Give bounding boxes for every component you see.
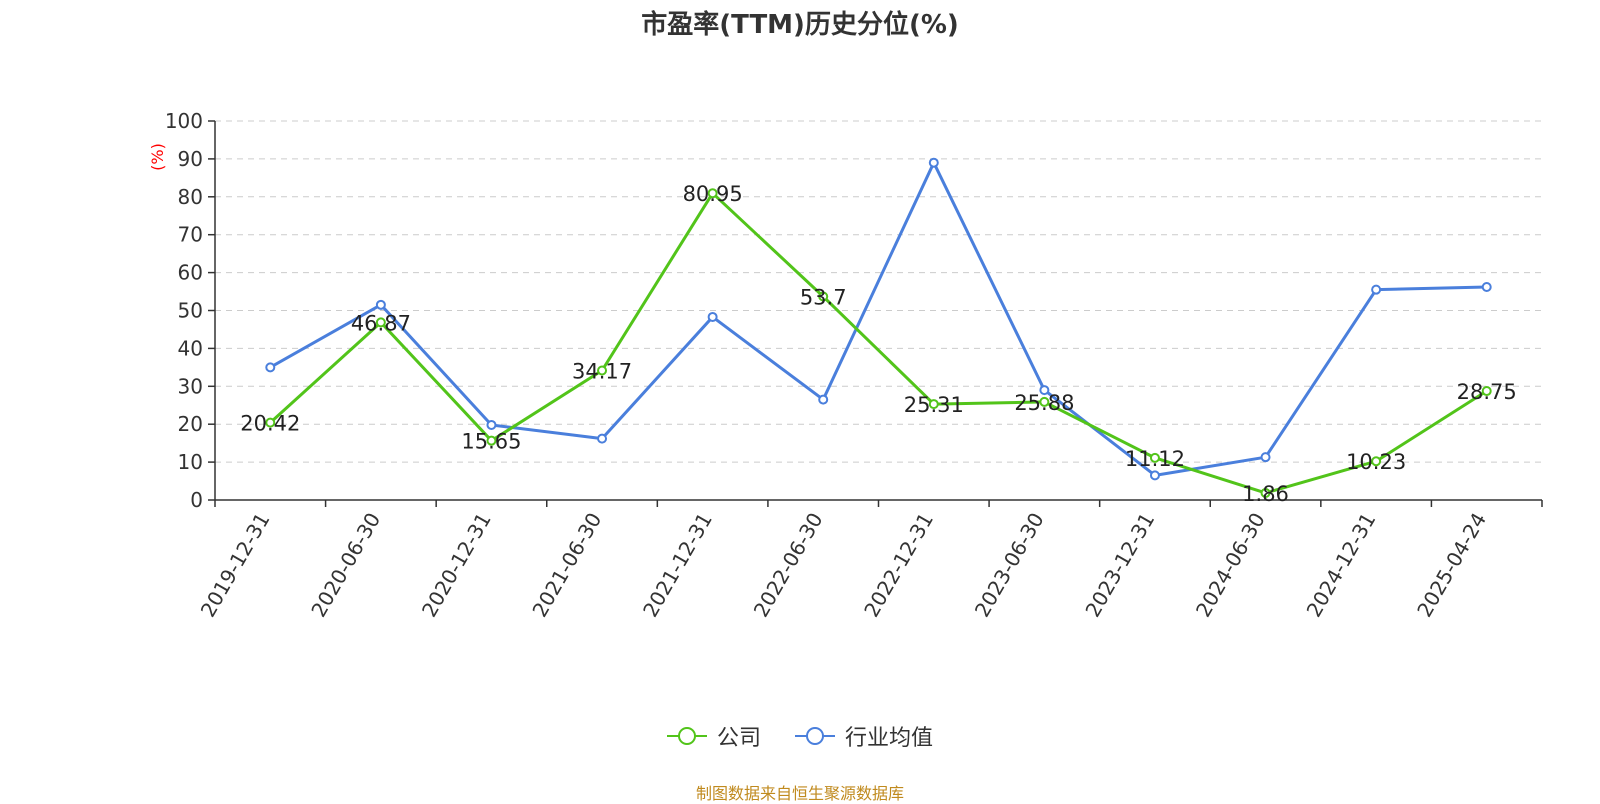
data-point — [1039, 385, 1050, 396]
data-point — [265, 417, 276, 428]
data-point — [597, 365, 608, 376]
y-tick-label: 50 — [178, 299, 203, 323]
data-label: 10.23 — [1346, 450, 1406, 474]
legend-swatch-marker — [806, 727, 824, 745]
grid-lines — [215, 120, 1542, 463]
x-tick-label: 2024-06-30 — [1191, 509, 1270, 622]
y-tick-label: 40 — [178, 336, 203, 360]
data-label: 46.87 — [351, 311, 411, 335]
data-point — [597, 433, 608, 444]
x-tick-label: 2022-12-31 — [859, 509, 938, 622]
data-label: 34.17 — [572, 359, 632, 383]
data-point — [375, 299, 386, 310]
data-point — [486, 419, 497, 430]
data-point — [928, 157, 939, 168]
series-line-1 — [269, 161, 1487, 477]
series-line-0 — [269, 191, 1488, 495]
data-label: 25.88 — [1014, 391, 1074, 415]
x-tick-label: 2021-12-31 — [638, 509, 717, 622]
y-tick-label: 80 — [178, 185, 203, 209]
data-point — [1481, 386, 1492, 397]
data-label: 80.95 — [683, 182, 743, 206]
legend: 公司 行业均值 — [0, 720, 1600, 752]
y-tick-label: 30 — [178, 374, 203, 398]
data-point — [1371, 284, 1382, 295]
y-axis-label: (%) — [148, 143, 167, 171]
series-lines — [265, 157, 1492, 498]
legend-label: 行业均值 — [845, 726, 934, 751]
data-point — [1149, 452, 1160, 463]
data-point — [1481, 282, 1492, 293]
x-tick-label: 2023-06-30 — [970, 509, 1049, 622]
data-point — [1260, 487, 1271, 498]
data-label: 53.7 — [800, 285, 847, 309]
data-label: 20.42 — [240, 412, 300, 436]
data-label: 15.65 — [461, 430, 521, 454]
y-tick-label: 60 — [178, 261, 203, 285]
data-label: 1.86 — [1242, 482, 1289, 506]
x-tick-label: 2019-12-31 — [196, 509, 275, 622]
y-tick-label: 10 — [178, 450, 203, 474]
legend-label: 公司 — [716, 726, 761, 751]
data-label: 25.31 — [904, 393, 964, 417]
y-tick-label: 100 — [165, 109, 203, 133]
source-note: 制图数据来自恒生聚源数据库 — [695, 784, 904, 803]
data-point — [375, 317, 386, 328]
data-point — [486, 435, 497, 446]
x-tick-label: 2020-12-31 — [417, 509, 496, 622]
data-point — [928, 399, 939, 410]
data-point — [818, 291, 829, 302]
data-point — [707, 188, 718, 199]
data-point — [1371, 456, 1382, 467]
data-point — [1149, 470, 1160, 481]
data-label: 28.75 — [1457, 380, 1517, 404]
data-point — [1260, 452, 1271, 463]
y-tick-label: 90 — [178, 147, 203, 171]
legend-swatch-marker — [677, 727, 696, 745]
x-tick-label: 2024-12-31 — [1302, 509, 1381, 622]
data-labels: 20.42 46.87 15.65 34.17 80.95 53.7 25.31 25.88 1… — [240, 182, 1517, 506]
x-tick-label: 2025-04-24 — [1412, 509, 1491, 622]
data-point — [707, 311, 718, 322]
legend-item-0[interactable]: 公司 — [666, 720, 761, 752]
x-tick-label: 2020-06-30 — [306, 509, 385, 622]
data-point — [1039, 396, 1050, 407]
legend-swatch-icon — [666, 727, 707, 745]
data-point — [265, 362, 276, 373]
line-chart: 0 10 20 30 40 50 60 70 80 90 100 (%) 2019-12-31 2020-… — [148, 109, 1543, 622]
chart-title: 市盈率(TTM)历史分位(%) — [641, 10, 959, 40]
axes: 0 10 20 30 40 50 60 70 80 90 100 (%) 2019-12-31 2020-… — [148, 109, 1543, 622]
x-tick-label: 2023-12-31 — [1080, 509, 1159, 622]
y-tick-label: 20 — [178, 412, 203, 436]
y-tick-label: 0 — [190, 488, 203, 512]
x-tick-label: 2021-06-30 — [527, 509, 606, 622]
data-label: 11.12 — [1125, 447, 1185, 471]
legend-item-1[interactable]: 行业均值 — [795, 720, 933, 752]
y-tick-label: 70 — [178, 223, 203, 247]
x-tick-label: 2022-06-30 — [749, 509, 828, 622]
legend-swatch-icon — [795, 727, 835, 745]
data-point — [818, 394, 829, 405]
